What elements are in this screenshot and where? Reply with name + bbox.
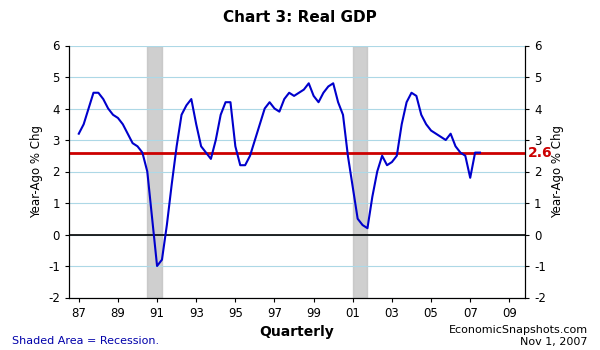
Bar bbox=[353, 46, 367, 298]
Y-axis label: Year-Ago % Chg: Year-Ago % Chg bbox=[29, 125, 43, 218]
X-axis label: Quarterly: Quarterly bbox=[260, 325, 334, 339]
Text: EconomicSnapshots.com
Nov 1, 2007: EconomicSnapshots.com Nov 1, 2007 bbox=[449, 325, 588, 346]
Bar bbox=[147, 46, 162, 298]
Text: 2.6: 2.6 bbox=[528, 146, 553, 160]
Y-axis label: Year-Ago % Chg: Year-Ago % Chg bbox=[551, 125, 565, 218]
Text: Shaded Area = Recession.: Shaded Area = Recession. bbox=[12, 336, 159, 346]
Text: Chart 3: Real GDP: Chart 3: Real GDP bbox=[223, 10, 377, 26]
